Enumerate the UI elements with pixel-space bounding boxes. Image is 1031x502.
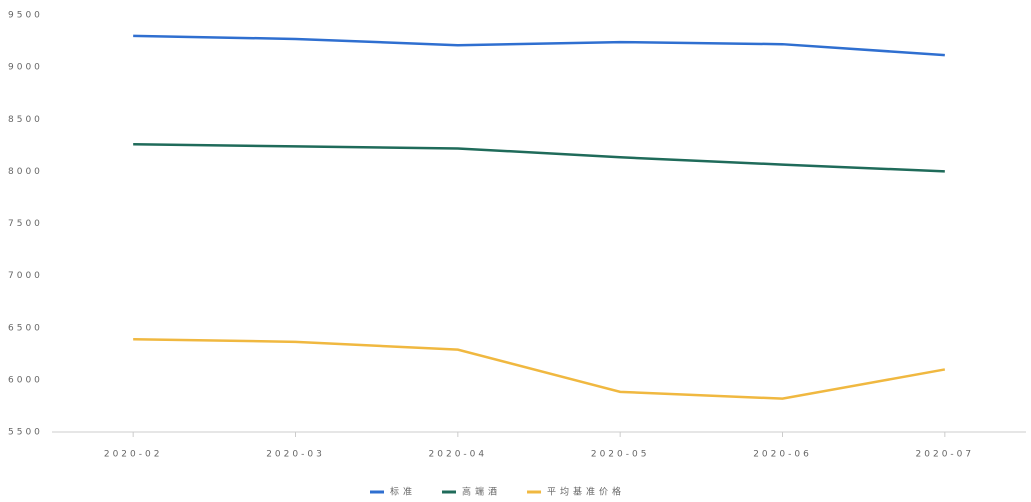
y-tick-label: 7000 — [8, 271, 43, 281]
y-tick-label: 6500 — [8, 323, 43, 333]
y-tick-label: 6000 — [8, 375, 43, 385]
y-tick-label: 9500 — [8, 11, 43, 21]
series-line — [133, 143, 945, 173]
y-tick-label: 7500 — [8, 219, 43, 229]
x-tick-label: 2020-03 — [266, 450, 325, 460]
series-line — [133, 337, 946, 400]
legend-label: 高端酒 — [462, 486, 501, 498]
x-tick-label: 2020-05 — [591, 450, 650, 460]
legend-label: 平均基准价格 — [547, 486, 625, 498]
y-tick-label: 9000 — [8, 63, 43, 73]
legend: 标准 高端酒 平均基准价格 — [370, 486, 625, 498]
x-tick-label: 2020-02 — [104, 450, 163, 460]
y-tick-label: 8500 — [8, 115, 43, 125]
legend-label: 标准 — [390, 486, 416, 498]
series-line — [133, 34, 945, 57]
y-tick-label: 8000 — [8, 167, 43, 177]
x-tick-label: 2020-06 — [753, 450, 812, 460]
x-tick-label: 2020-04 — [429, 450, 488, 460]
y-tick-label: 5500 — [8, 428, 43, 438]
x-tick-label: 2020-07 — [916, 450, 975, 460]
